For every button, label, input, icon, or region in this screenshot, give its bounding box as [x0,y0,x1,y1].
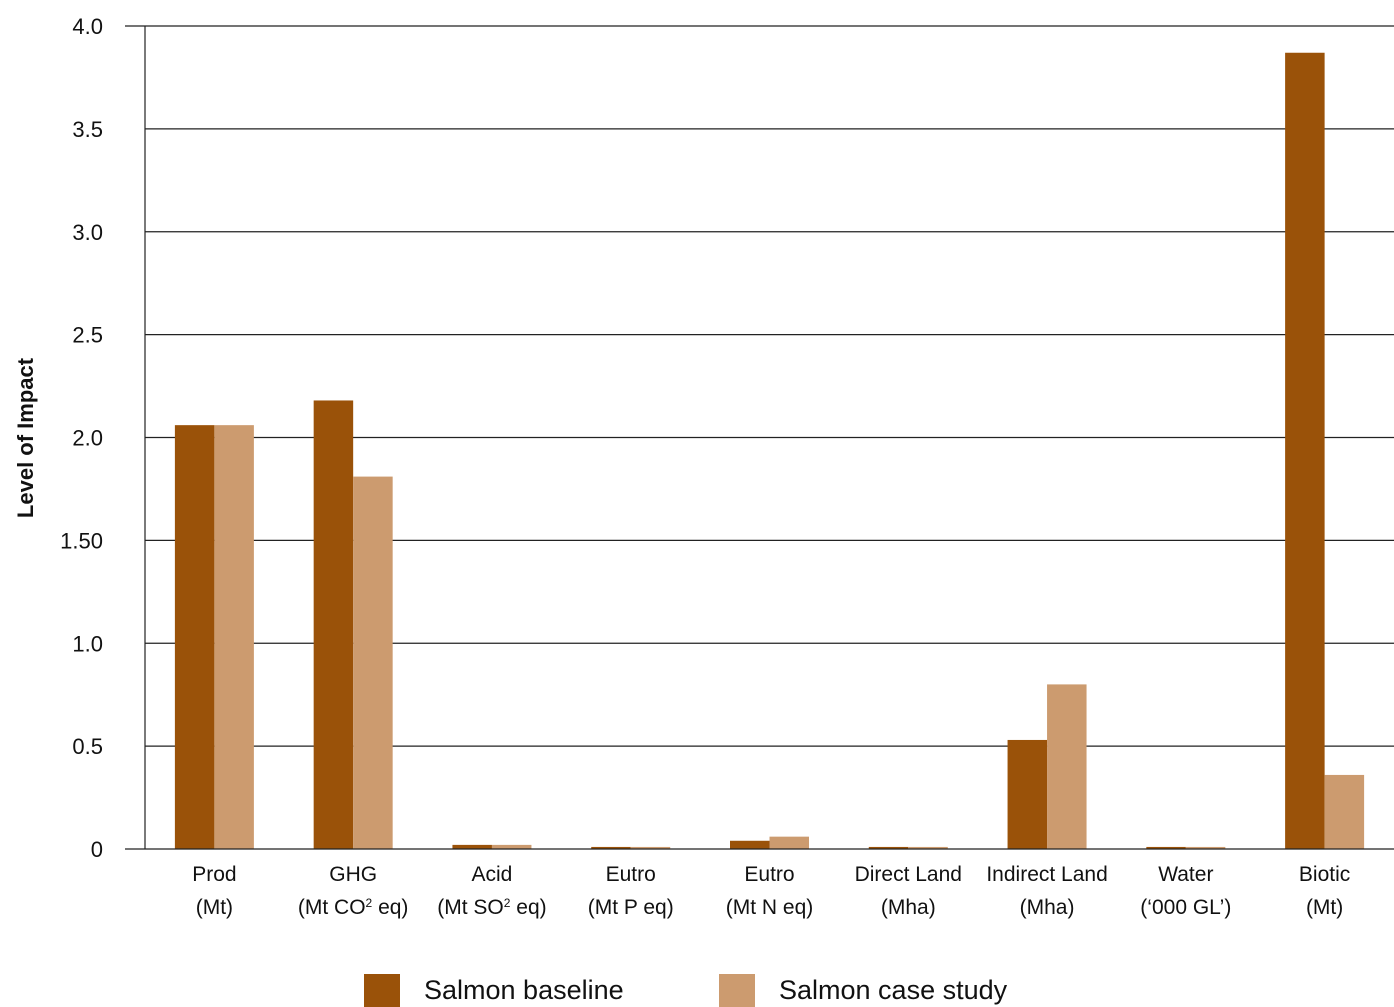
y-tick-label: 2.0 [72,426,103,451]
legend-label-baseline: Salmon baseline [424,975,624,1005]
x-category-unit: (Mt N eq) [726,896,814,919]
y-tick-label: 0 [91,837,103,862]
bar-case-study [214,425,254,849]
x-category-label: Biotic [1299,863,1350,886]
y-tick-label: 1.50 [60,528,103,553]
bar-case-study [1047,684,1087,849]
bar-case-study [769,836,809,849]
y-tick-label: 3.5 [72,117,103,142]
bar-case-study [908,846,948,849]
bar-baseline [313,400,354,849]
legend-item-case-study: Salmon case study [719,974,1007,1007]
bar-case-study [630,846,671,849]
x-category-unit: (Mt) [1306,896,1343,919]
x-category-unit: (Mha) [881,896,936,919]
x-category-unit: (‘000 GL’) [1140,896,1231,919]
legend-item-baseline: Salmon baseline [364,974,624,1007]
x-category-labels: Prod (Mt) GHG (Mt CO2 eq) Acid (Mt SO2 eq) Eut… [192,863,1350,919]
x-category-label: GHG [329,863,377,886]
bar-case-study [491,844,532,849]
x-category-unit: (Mt) [196,896,233,919]
bar-baseline [174,425,215,849]
legend: Salmon baseline Salmon case study [0,974,1394,1007]
bar-case-study [1185,846,1226,849]
bar-baseline [452,844,492,849]
bar-baseline [1285,52,1325,850]
bar-case-study [1324,774,1365,849]
bar-baseline [730,840,770,849]
bar-baseline [1146,846,1186,849]
bar-case-study [353,476,393,849]
x-category-label: Direct Land [855,863,962,886]
bar-chart: 0 0.5 1.0 1.50 2.0 2.5 3.0 3.5 4.0 Prod (Mt) GHG (M… [13,14,1394,919]
x-category-label: Eutro [606,863,656,886]
y-tick-label: 3.0 [72,220,103,245]
x-category-label: Prod [192,863,236,886]
x-category-label: Acid [472,863,513,886]
x-category-label: Eutro [744,863,794,886]
y-tick-label: 4.0 [72,14,103,39]
x-category-label: Water [1158,863,1213,886]
legend-swatch-case-study [719,974,755,1007]
legend-swatch-baseline [364,974,400,1007]
x-category-unit: (Mt SO2 eq) [437,896,546,919]
y-axis-label: Level of Impact [13,357,38,518]
y-tick-labels: 0 0.5 1.0 1.50 2.0 2.5 3.0 3.5 4.0 [60,14,103,862]
x-category-unit: (Mha) [1020,896,1075,919]
y-tick-label: 1.0 [72,631,103,656]
axes [125,25,1394,850]
legend-label-case-study: Salmon case study [779,975,1008,1005]
x-category-unit: (Mt P eq) [588,896,674,919]
y-tick-label: 0.5 [72,734,103,759]
y-tick-label: 2.5 [72,323,103,348]
bar-baseline [868,846,909,849]
x-category-unit: (Mt CO2 eq) [298,896,409,919]
bar-baseline [1007,739,1048,849]
bars [174,52,1365,850]
x-category-label: Indirect Land [986,863,1107,886]
bar-baseline [591,846,631,849]
